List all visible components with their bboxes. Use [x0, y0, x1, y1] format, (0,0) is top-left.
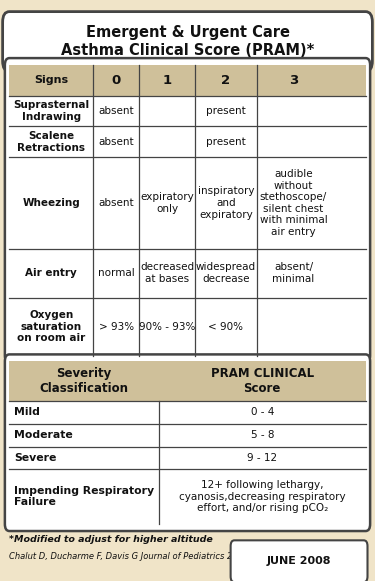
Bar	[9, 361, 366, 401]
Text: *Modified to adjust for higher altitude: *Modified to adjust for higher altitude	[9, 535, 213, 543]
Text: 90% - 93%: 90% - 93%	[139, 321, 195, 332]
Text: 12+ following lethargy,
cyanosis,decreasing respiratory
effort, and/or rising pC: 12+ following lethargy, cyanosis,decreas…	[179, 480, 346, 513]
Text: absent/
minimal: absent/ minimal	[272, 263, 315, 284]
Text: expiratory
only: expiratory only	[140, 192, 194, 214]
Text: 2: 2	[221, 74, 230, 87]
Text: 3: 3	[289, 74, 298, 87]
Text: 0: 0	[112, 74, 121, 87]
Text: present: present	[206, 137, 246, 147]
Text: audible
without
stethoscope/
silent chest
with minimal
air entry: audible without stethoscope/ silent ches…	[260, 169, 327, 237]
Text: normal: normal	[98, 268, 135, 278]
FancyBboxPatch shape	[3, 12, 372, 71]
Text: inspiratory
and
expiratory: inspiratory and expiratory	[198, 187, 254, 220]
Text: Emergent & Urgent Care
Asthma Clinical Score (PRAM)*: Emergent & Urgent Care Asthma Clinical S…	[61, 25, 314, 58]
Text: Oxygen
saturation
on room air: Oxygen saturation on room air	[17, 310, 86, 343]
Text: Chalut D, Ducharme F, Davis G Journal of Pediatrics 2000;137:762-768: Chalut D, Ducharme F, Davis G Journal of…	[9, 552, 306, 561]
Text: 1: 1	[162, 74, 172, 87]
Text: > 93%: > 93%	[99, 321, 134, 332]
Text: 9 - 12: 9 - 12	[247, 453, 278, 463]
FancyBboxPatch shape	[5, 354, 370, 531]
Text: Suprasternal
Indrawing: Suprasternal Indrawing	[13, 101, 89, 122]
Text: < 90%: < 90%	[208, 321, 243, 332]
Bar	[9, 65, 366, 96]
FancyBboxPatch shape	[5, 58, 370, 363]
Text: Severity
Classification: Severity Classification	[40, 367, 129, 395]
Text: Moderate: Moderate	[14, 430, 73, 440]
Text: Scalene
Retractions: Scalene Retractions	[17, 131, 85, 153]
Text: widespread
decrease: widespread decrease	[196, 263, 256, 284]
Text: PRAM CLINICAL
Score: PRAM CLINICAL Score	[211, 367, 314, 395]
Text: Signs: Signs	[34, 76, 68, 85]
FancyBboxPatch shape	[231, 540, 368, 581]
Text: absent: absent	[98, 137, 134, 147]
Text: 0 - 4: 0 - 4	[251, 407, 274, 418]
Text: Severe: Severe	[14, 453, 56, 463]
Text: 5 - 8: 5 - 8	[251, 430, 274, 440]
Text: Wheezing: Wheezing	[22, 198, 80, 208]
Text: Air entry: Air entry	[26, 268, 77, 278]
Text: Mild: Mild	[14, 407, 40, 418]
Text: Impending Respiratory
Failure: Impending Respiratory Failure	[14, 486, 154, 507]
Text: absent: absent	[98, 106, 134, 116]
Text: present: present	[206, 106, 246, 116]
Text: decreased
at bases: decreased at bases	[140, 263, 194, 284]
Text: absent: absent	[98, 198, 134, 208]
Text: JUNE 2008: JUNE 2008	[267, 556, 332, 566]
